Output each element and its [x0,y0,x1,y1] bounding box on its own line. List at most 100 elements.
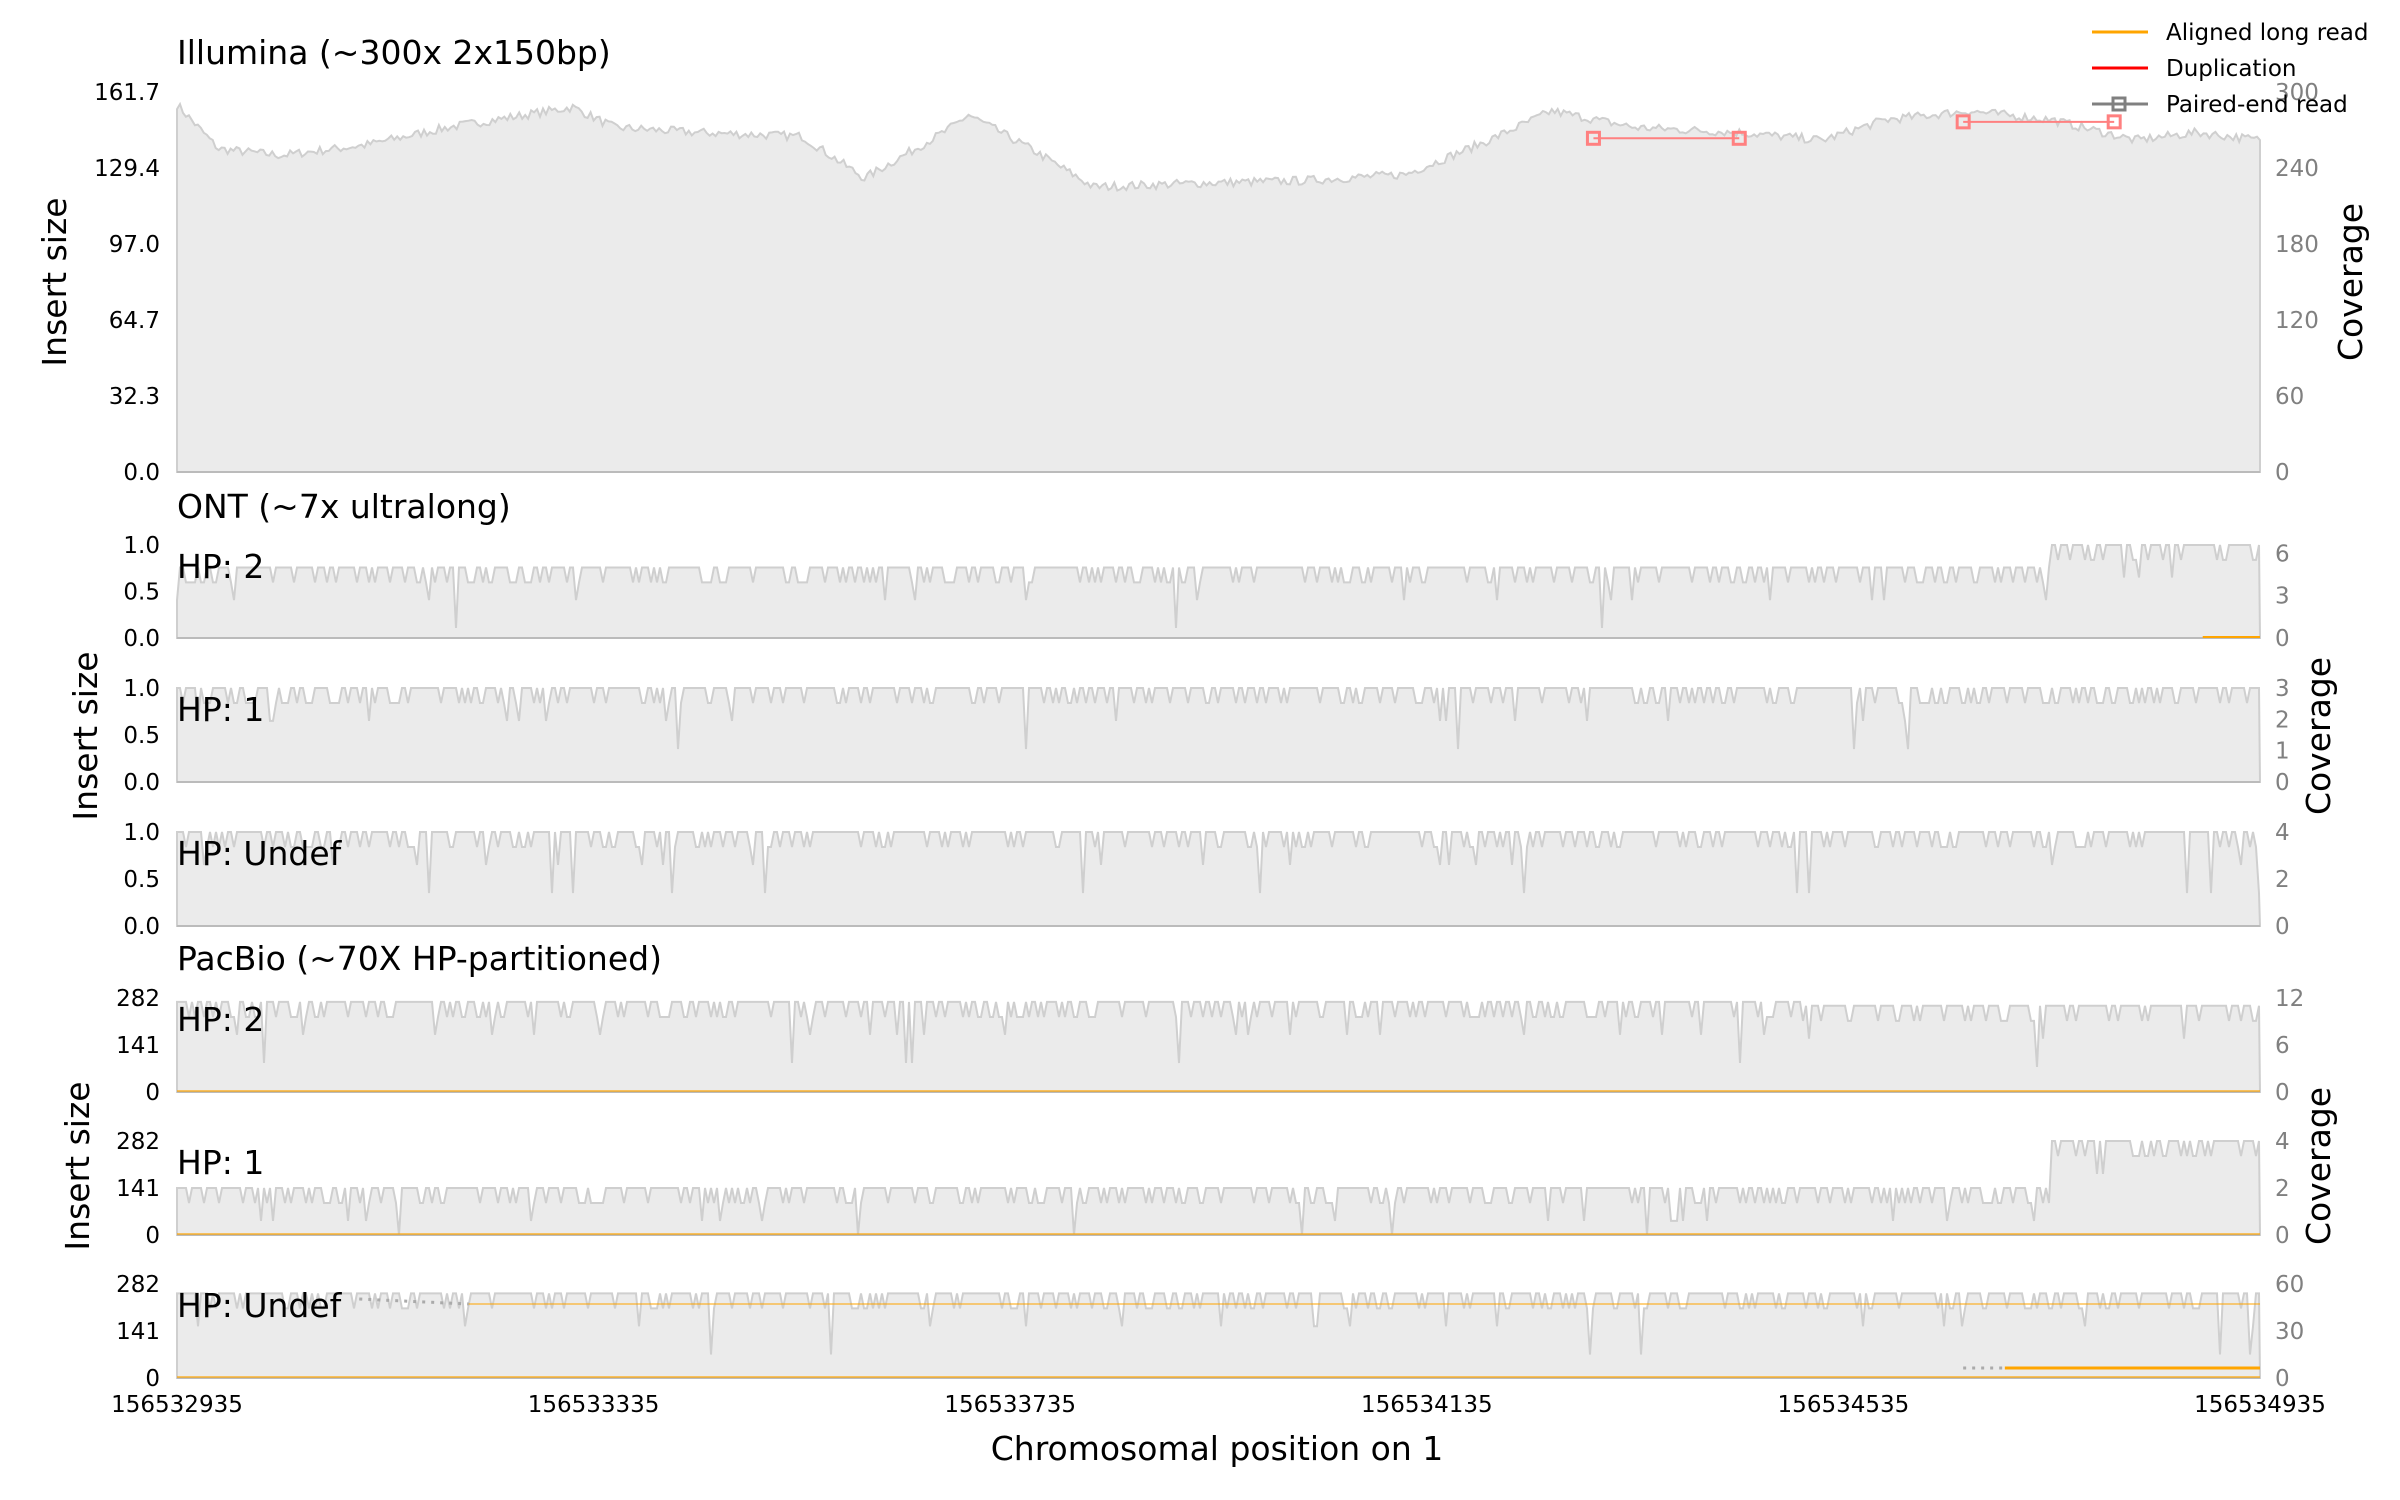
ylabel-illumina: Insert size [35,197,74,366]
ylabel-ont: Insert size [66,651,105,820]
x-tick-label: 156533335 [528,1392,660,1418]
panel-label: HP: Undef [177,1286,343,1325]
y-tick-label: 0 [145,1223,160,1249]
y2-tick-label: 4 [2275,820,2290,846]
x-tick-label: 156533735 [944,1392,1076,1418]
y-tick-label: 0.0 [123,460,160,486]
paired-end-marker [1585,130,1601,146]
y-tick-label: 129.4 [94,156,160,182]
group-titles: Illumina (~300x 2x150bp) ONT (~7x ultral… [177,33,662,978]
coverage-area [176,687,2262,783]
group-title-pacbio: PacBio (~70X HP-partitioned) [177,939,662,978]
y2-tick-label: 180 [2275,232,2319,258]
y2-tick-label: 0 [2275,460,2290,486]
panel-label: HP: Undef [177,834,343,873]
y2-tick-label: 120 [2275,308,2319,334]
y2label-ont: Coverage [2299,657,2338,815]
legend-marker [2111,96,2127,112]
y2-tick-label: 30 [2275,1319,2304,1345]
y2-tick-label: 0 [2275,1366,2290,1392]
coverage-area [176,831,2262,927]
x-axis: 156532935 156533335 156533735 156534135 1565… [111,1392,2326,1418]
y2-tick-label: 0 [2275,626,2290,652]
y2-tick-label: 0 [2275,914,2290,940]
y-tick-label: 0.0 [123,914,160,940]
x-axis-label: Chromosomal position on 1 [991,1429,1444,1468]
panel-label: HP: 1 [177,1143,264,1182]
y2-tick-label: 1 [2275,739,2290,765]
y-tick-label: 282 [116,986,160,1012]
y2-tick-label: 60 [2275,384,2304,410]
y2-tick-label: 4 [2275,1129,2290,1155]
y2-tick-label: 2 [2275,867,2290,893]
panel-2-2: 0 141 282 0 30 60 HP: Undef [116,1272,2304,1392]
coverage-area [176,1292,2262,1379]
y-tick-label: 64.7 [109,308,160,334]
y-tick-label: 0.5 [123,580,160,606]
panel-label: HP: 2 [177,547,264,586]
y2-tick-label: 0 [2275,1080,2290,1106]
y-tick-label: 0 [145,1366,160,1392]
paired-end-marker [2106,114,2122,130]
x-tick-label: 156534935 [2194,1392,2326,1418]
y-tick-label: 0.0 [123,770,160,796]
y2-tick-label: 6 [2275,541,2290,567]
paired-end-marker [1731,130,1747,146]
y-tick-label: 282 [116,1129,160,1155]
y2-tick-label: 300 [2275,80,2319,106]
ylabel-pacbio: Insert size [58,1081,97,1250]
y-tick-label: 282 [116,1272,160,1298]
panel-1-2: 0.0 0.5 1.0 0 2 4 HP: Undef [123,820,2289,940]
y-tick-label: 161.7 [94,80,160,106]
legend-entry-label: Duplication [2166,56,2296,82]
y-tick-label: 97.0 [109,232,160,258]
y-tick-label: 0 [145,1080,160,1106]
panel-2-0: 0 141 282 0 6 12 HP: 2 [116,986,2304,1106]
y-tick-label: 141 [116,1176,160,1202]
y2-tick-label: 60 [2275,1272,2304,1298]
y-tick-label: 0.5 [123,867,160,893]
y2-tick-label: 6 [2275,1033,2290,1059]
y-tick-label: 141 [116,1033,160,1059]
coverage-area [176,544,2262,639]
panels-layer: 0.032.364.797.0129.4161.7060120180240300… [94,80,2319,1392]
group-title-illumina: Illumina (~300x 2x150bp) [177,33,611,72]
y2-tick-label: 0 [2275,770,2290,796]
y-tick-label: 0.5 [123,723,160,749]
y-tick-label: 141 [116,1319,160,1345]
axis-labels: Insert size Coverage Insert size Coverag… [35,197,2370,1468]
legend-entry-label: Paired-end read [2166,92,2348,118]
coverage-area [176,1140,2262,1236]
panel-label: HP: 1 [177,690,264,729]
coverage-area [176,1000,2262,1093]
y-tick-label: 1.0 [123,820,160,846]
panel-label: HP: 2 [177,1000,264,1039]
coverage-area [176,101,2261,473]
y-tick-label: 32.3 [109,384,160,410]
group-title-ont: ONT (~7x ultralong) [177,487,511,526]
y-tick-label: 1.0 [123,533,160,559]
y2-tick-label: 2 [2275,1176,2290,1202]
panel-0-0: 0.0 32.3 64.7 97.0 129.4 161.7 0 60 120 180 240 300 [94,80,2319,486]
panel-2-1: 0 141 282 0 2 4 HP: 1 [116,1129,2290,1249]
paired-end-marker [1955,114,1971,130]
aligned-long-read-gap [359,1297,469,1306]
y2-tick-label: 3 [2275,584,2290,610]
y2label-illumina: Coverage [2331,203,2370,361]
y2-tick-label: 3 [2275,676,2290,702]
x-tick-label: 156532935 [111,1392,243,1418]
y2-tick-label: 0 [2275,1223,2290,1249]
panel-1-1: 0.0 0.5 1.0 0 1 2 3 HP: 1 [123,676,2289,796]
y2-tick-label: 240 [2275,156,2319,182]
y-tick-label: 0.0 [123,626,160,652]
legend: Aligned long read Duplication Paired-end r… [2092,20,2369,118]
x-tick-label: 156534535 [1778,1392,1910,1418]
y2label-pacbio: Coverage [2299,1087,2338,1245]
legend-entry-label: Aligned long read [2166,20,2369,46]
x-tick-label: 156534135 [1361,1392,1493,1418]
y2-tick-label: 12 [2275,986,2304,1012]
panel-1-0: 0.0 0.5 1.0 0 3 6 HP: 2 [123,533,2289,652]
y2-tick-label: 2 [2275,707,2290,733]
y-tick-label: 1.0 [123,676,160,702]
